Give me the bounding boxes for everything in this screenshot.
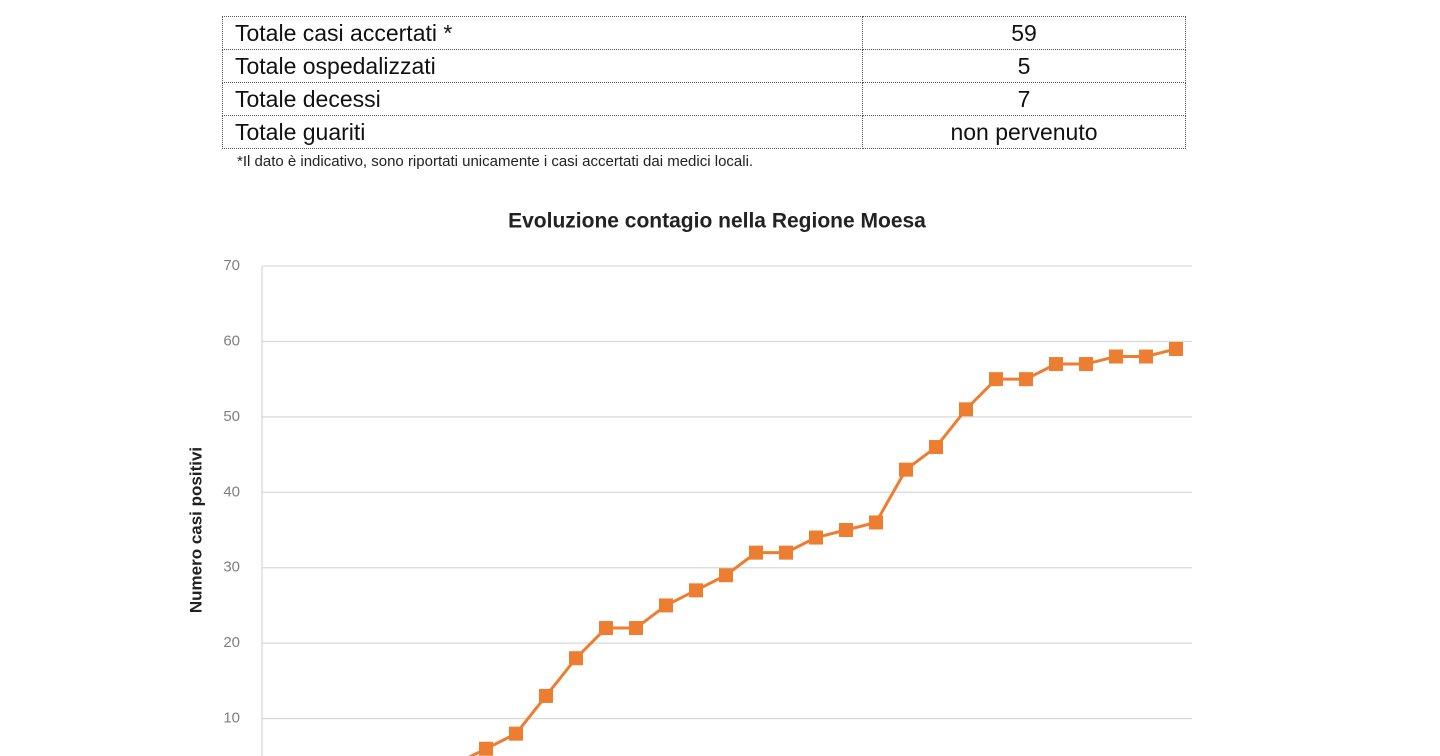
marker [479, 741, 493, 756]
cell: 59 [862, 16, 1186, 50]
cell: Totale guariti [222, 115, 863, 149]
marker [509, 726, 523, 741]
marker [899, 462, 913, 477]
table-row: Totale casi accertati * 59 [222, 16, 1186, 50]
marker [1079, 357, 1093, 372]
y-tick-label: 50 [223, 408, 240, 425]
marker [929, 440, 943, 455]
marker [809, 530, 823, 545]
cell: Totale casi accertati * [222, 16, 863, 50]
marker [629, 621, 643, 636]
marker [779, 545, 793, 560]
marker [719, 568, 733, 583]
y-axis-label: Numero casi positivi [186, 447, 205, 613]
marker [749, 545, 763, 560]
y-tick-label: 70 [223, 257, 240, 274]
marker [869, 515, 883, 530]
y-tick-label: 30 [223, 559, 240, 576]
marker [659, 598, 673, 613]
y-tick-label: 10 [223, 710, 240, 727]
cell: 7 [862, 82, 1186, 116]
y-tick-label: 40 [223, 483, 240, 500]
marker [1139, 349, 1153, 364]
table-row: Totale guariti non pervenuto [222, 115, 1186, 149]
marker [1169, 341, 1183, 356]
marker [689, 583, 703, 598]
marker [959, 402, 973, 417]
marker [1019, 372, 1033, 387]
marker [839, 523, 853, 537]
marker [599, 621, 613, 636]
line [468, 347, 1177, 756]
marker [1109, 349, 1123, 364]
cell: non pervenuto [862, 115, 1186, 149]
y-tick-label: 60 [223, 332, 240, 349]
y-tick-label: 20 [223, 634, 240, 651]
footnote: *Il dato è indicativo, sono riportati un… [237, 153, 754, 170]
marker [1049, 357, 1063, 372]
marker [569, 651, 583, 666]
cell: Totale ospedalizzati [222, 49, 863, 83]
marker [989, 372, 1003, 387]
chart-title: Evoluzione contagio nella Regione Moesa [508, 210, 926, 233]
summary-table: Totale casi accertati * 59 Totale ospedal… [222, 16, 1186, 149]
marker [539, 688, 553, 703]
